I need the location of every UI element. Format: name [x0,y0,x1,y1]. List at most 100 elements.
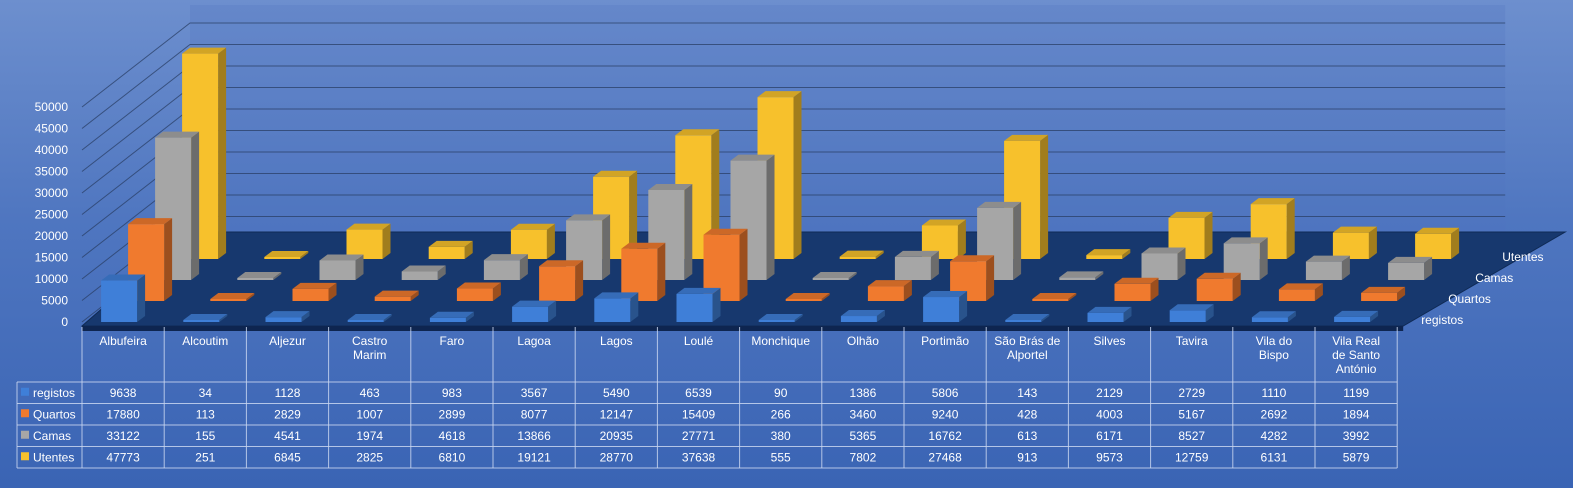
table-cell: 12147 [600,407,634,421]
depth-label-utentes: Utentes [1502,250,1543,264]
table-cell: 1007 [356,407,383,421]
table-cell: 555 [771,450,791,464]
bar-registos-0 [101,274,146,322]
legend-key-registos [21,387,29,396]
bar-registos-11 [1005,314,1050,322]
category-label: Aljezur [269,334,306,348]
y-tick-label: 45000 [35,122,69,136]
table-cell: 613 [1017,429,1037,443]
bar-quartos-14 [1278,283,1323,301]
category-label: Vila Real de Santo António [1332,334,1380,376]
bar-registos-8 [758,314,803,322]
bar-camas-1 [237,272,282,280]
bar-utentes-4 [510,223,555,259]
bar-registos-13 [1169,304,1214,322]
bar-utentes-15 [1415,227,1460,259]
bar-camas-14 [1305,255,1350,280]
table-cell: 47773 [106,450,140,464]
bar-quartos-9 [867,280,912,301]
category-label: Alcoutim [182,334,228,348]
category-label: Loulé [684,334,714,348]
table-cell: 5365 [850,429,877,443]
table-cell: 5490 [603,386,630,400]
gridline [81,44,1506,129]
table-cell: 8527 [1178,429,1205,443]
bar-quartos-7 [703,228,748,301]
bars [101,47,1460,322]
bar-camas-0 [155,131,200,280]
bar-camas-10 [977,201,1022,280]
bar-camas-8 [812,272,857,280]
category-label: São Brás de Alportel [994,334,1060,362]
table-cell: 3992 [1343,429,1370,443]
table-cell: 428 [1017,407,1037,421]
table-cell: 6539 [685,386,712,400]
back-wall [190,5,1506,238]
category-label: Albufeira [99,334,147,348]
table-cell: 6810 [439,450,466,464]
table-cell: 15409 [682,407,716,421]
bar-registos-7 [676,287,721,322]
bar-quartos-1 [210,293,255,301]
bar-quartos-11 [1032,293,1077,301]
table-cell: 1894 [1343,407,1370,421]
y-tick-label: 50000 [35,100,69,114]
table-cell: 33122 [106,429,140,443]
bar-registos-9 [840,310,885,322]
bar-quartos-5 [539,260,584,301]
bar-camas-9 [894,250,939,280]
y-axis-ticks: 0 5000 10000 15000 20000 25000 30000 35000 40000… [35,100,69,329]
category-label: Castro Marim [352,334,388,362]
y-tick-label: 35000 [35,165,69,179]
y-tick-label: 20000 [35,229,69,243]
table-cell: 1974 [356,429,383,443]
bar-quartos-2 [292,282,337,301]
category-label: Faro [440,334,465,348]
category-label: Olhão [847,334,879,348]
table-cell: 5879 [1343,450,1370,464]
table-cell: 8077 [521,407,548,421]
category-label: Lagos [600,334,633,348]
bar-camas-15 [1388,256,1433,280]
bar-registos-2 [265,311,310,322]
table-cell: 4282 [1261,429,1288,443]
table-cell: 4003 [1096,407,1123,421]
bar-registos-6 [594,292,639,322]
table-cell: 6845 [274,450,301,464]
bar-camas-11 [1059,271,1104,280]
bar-quartos-6 [621,242,666,301]
table-cell: 9573 [1096,450,1123,464]
bar-registos-5 [512,300,557,322]
data-table: Albufeira Alcoutim Aljezur Castro Marim Faro L… [16,327,1398,469]
bar-registos-12 [1087,306,1132,322]
legend-key-utentes [21,452,29,461]
bar-quartos-13 [1196,272,1241,301]
table-cell: 90 [774,386,788,400]
table-cell: 19121 [517,450,551,464]
bar-camas-5 [566,214,611,280]
table-cell: 2825 [356,450,383,464]
bar-registos-4 [429,311,474,322]
table-cell: 143 [1017,386,1037,400]
depth-axis-labels: Utentes Camas Quartos registos [1421,250,1543,327]
legend-label-utentes: Utentes [33,450,74,464]
bar-quartos-3 [374,290,419,301]
bar-utentes-11 [1086,249,1131,259]
bar-utentes-1 [264,251,309,259]
depth-label-camas: Camas [1475,271,1513,285]
table-cell: 20935 [600,429,634,443]
floor-edge [82,326,1404,331]
y-tick-label: 10000 [35,272,69,286]
bar-registos-10 [923,291,968,322]
table-cell: 3567 [521,386,548,400]
legend-key-quartos [21,409,29,418]
table-cell: 6131 [1261,450,1288,464]
table-cell: 34 [199,386,213,400]
category-label: Tavira [1176,334,1208,348]
bar-registos-15 [1334,310,1379,322]
bar-utentes-14 [1332,226,1377,259]
y-tick-label: 15000 [35,251,69,265]
bar-camas-7 [730,154,775,280]
bar-quartos-4 [456,282,501,301]
